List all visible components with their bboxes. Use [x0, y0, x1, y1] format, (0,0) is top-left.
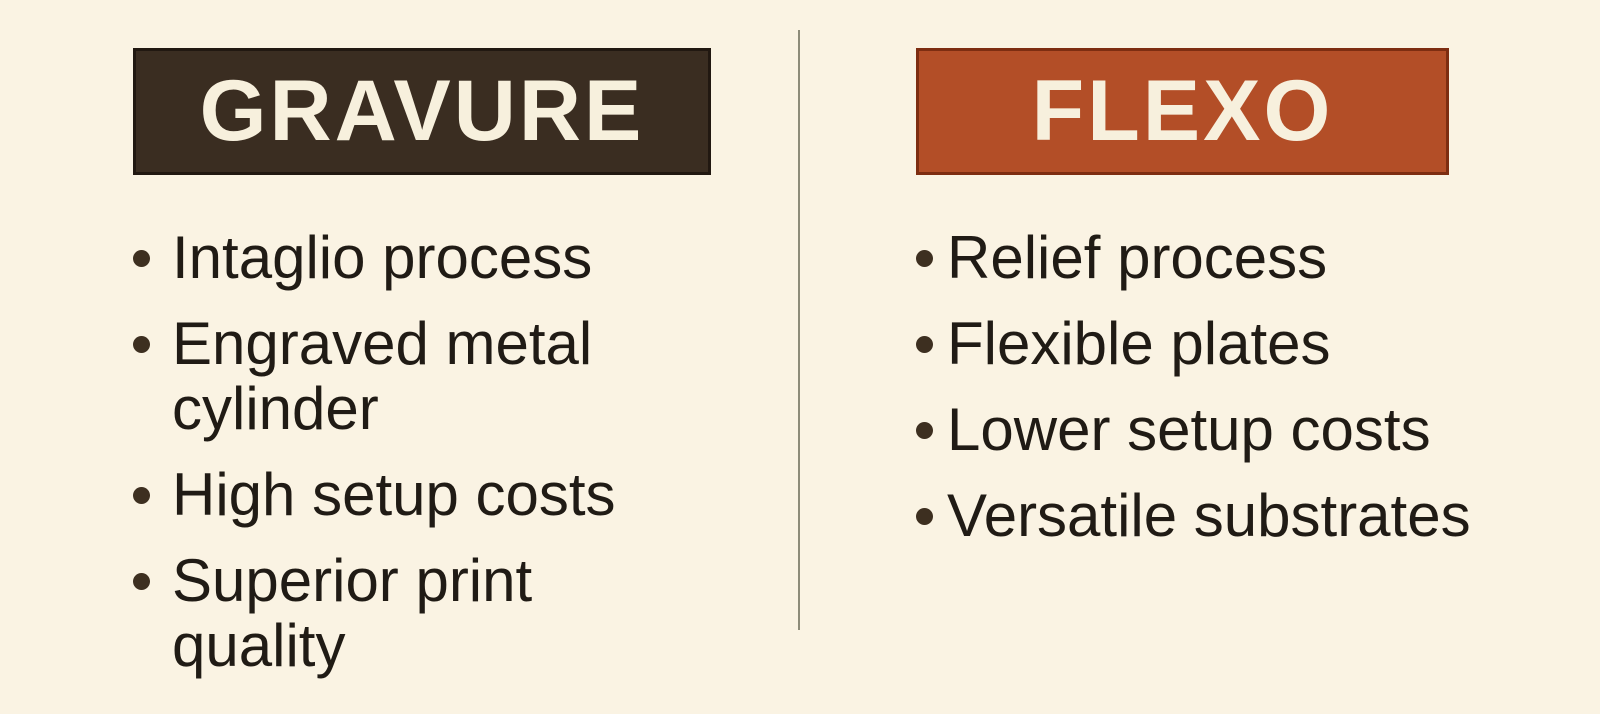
gravure-list: Intaglio process Engraved metal cylinder… [133, 225, 711, 678]
flexo-header: FLEXO [916, 48, 1449, 175]
bullet-text: Versatile substrates [947, 482, 1471, 549]
flexo-title: FLEXO [1031, 63, 1334, 159]
gravure-title: GRAVURE [199, 63, 645, 159]
bullet-text: Engraved metal cylinder [172, 310, 593, 442]
bullet-dot [916, 336, 933, 353]
bullet-text: High setup costs [172, 461, 616, 528]
bullet-text: Flexible plates [947, 310, 1331, 377]
list-item: Relief process [916, 225, 1449, 290]
bullet-dot [133, 336, 150, 353]
bullet-text: Relief process [947, 224, 1328, 291]
bullet-dot [133, 573, 150, 590]
list-item: Intaglio process [133, 225, 711, 290]
flexo-list: Relief process Flexible plates Lower set… [916, 225, 1471, 548]
bullet-dot [133, 250, 150, 267]
list-item: Lower setup costs [916, 397, 1449, 462]
list-item: Engraved metal cylinder [133, 311, 711, 441]
flexo-column: FLEXO Relief process Flexible plates Low… [916, 48, 1471, 569]
gravure-column: GRAVURE Intaglio process Engraved metal … [133, 48, 711, 699]
list-item: Flexible plates [916, 311, 1449, 376]
gravure-header: GRAVURE [133, 48, 711, 175]
list-item: High setup costs [133, 462, 711, 527]
bullet-text: Intaglio process [172, 224, 593, 291]
bullet-dot [916, 508, 933, 525]
bullet-dot [916, 422, 933, 439]
column-divider-line [798, 30, 800, 630]
list-item: Superior print quality [133, 548, 711, 678]
bullet-text: Lower setup costs [947, 396, 1431, 463]
bullet-dot [133, 487, 150, 504]
bullet-text: Superior print quality [172, 547, 533, 679]
bullet-dot [916, 250, 933, 267]
list-item: Versatile substrates [916, 483, 1471, 548]
